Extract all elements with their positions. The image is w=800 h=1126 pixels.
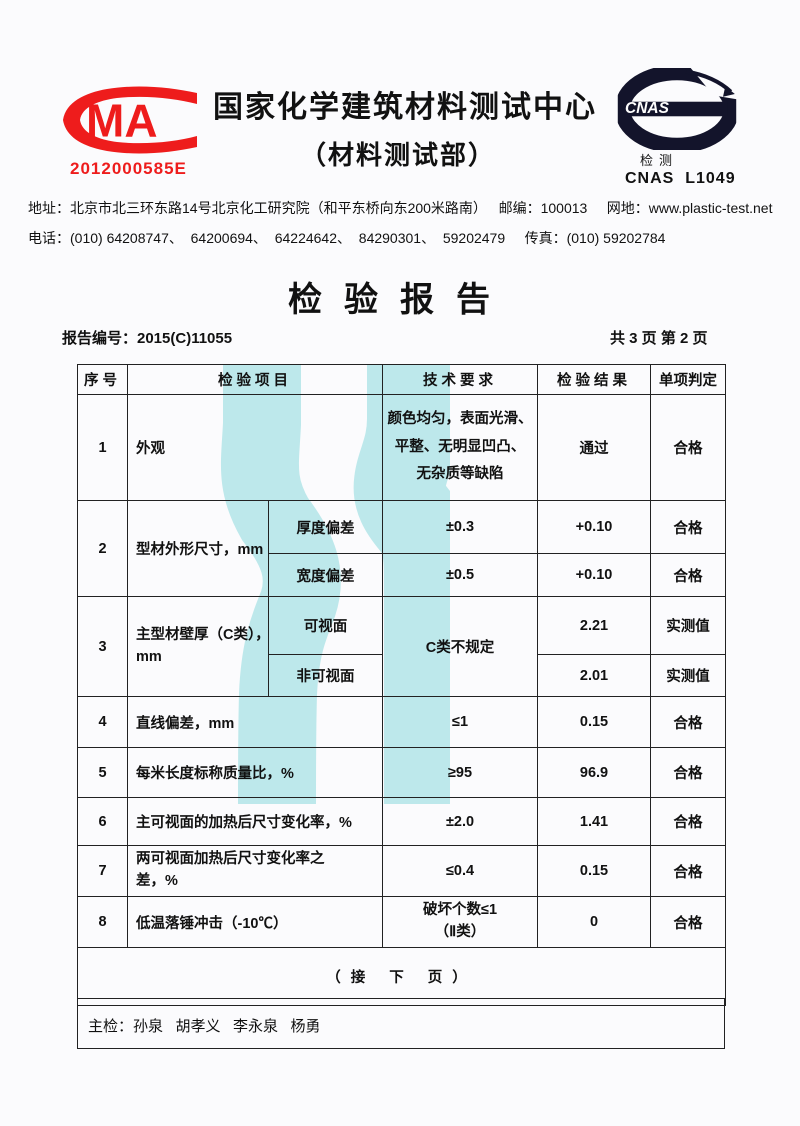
svg-text:CNAS: CNAS <box>625 100 670 117</box>
svg-text:MA: MA <box>86 95 158 147</box>
